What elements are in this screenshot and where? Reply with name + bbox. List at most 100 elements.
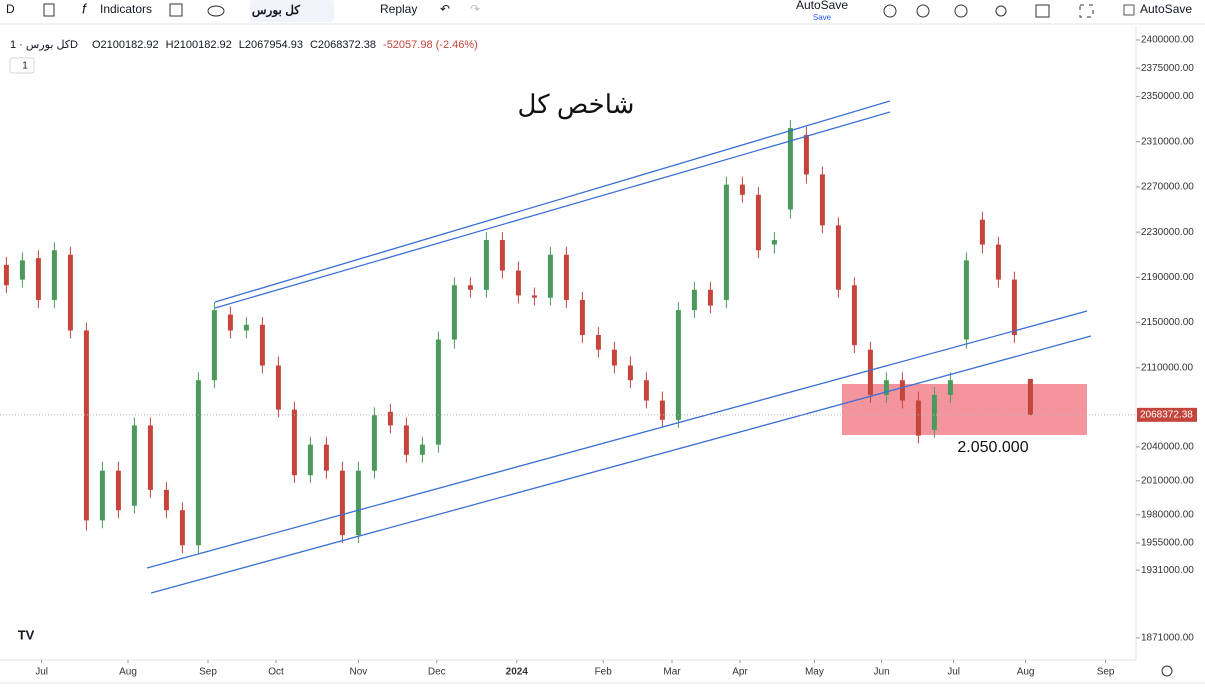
candle-body xyxy=(67,254,73,331)
layout-icon[interactable] xyxy=(169,3,183,17)
ohlc-value: H2100182.92 xyxy=(166,39,232,51)
candle-body xyxy=(659,400,665,420)
candle-body xyxy=(899,380,905,401)
candle-body xyxy=(355,470,361,536)
undo-icon[interactable]: ↶ xyxy=(440,2,450,16)
candle-body xyxy=(323,444,329,471)
candle-body xyxy=(163,489,169,511)
chart-title: شاخص کل xyxy=(518,89,635,120)
autosave-button[interactable]: AutoSave xyxy=(796,0,848,12)
x-tick-label: Jul xyxy=(947,667,960,678)
candle-body xyxy=(963,260,969,340)
interval-button[interactable]: D xyxy=(6,2,15,16)
candle-icon[interactable] xyxy=(43,3,55,17)
y-tick-label: 2230000.00 xyxy=(1141,227,1194,238)
candle-body xyxy=(211,310,217,381)
snapshot-icon[interactable] xyxy=(1035,4,1050,18)
symbol-search[interactable] xyxy=(250,0,334,22)
save-label: Save xyxy=(813,13,832,22)
candle-body xyxy=(227,314,233,331)
candle-body xyxy=(915,400,921,436)
candle-body xyxy=(883,380,889,395)
candle-body xyxy=(691,289,697,311)
candle-body xyxy=(771,240,777,245)
ohlc-value: O2100182.92 xyxy=(92,39,159,51)
candle-body xyxy=(979,219,985,245)
candle-body xyxy=(451,285,457,340)
candle-body xyxy=(835,225,841,290)
candle-body xyxy=(483,240,489,290)
candle-body xyxy=(819,174,825,226)
zone-annotation: 2.050.000 xyxy=(957,439,1028,456)
candle-body xyxy=(275,365,281,410)
x-tick-label: Jul xyxy=(35,667,48,678)
support-zone xyxy=(842,384,1087,435)
candle-body xyxy=(131,425,137,506)
candle-body xyxy=(19,260,25,280)
candle-body xyxy=(563,254,569,300)
axis-settings[interactable] xyxy=(1161,665,1173,677)
fullscreen-icon[interactable] xyxy=(1079,4,1094,18)
fx-icon: f xyxy=(82,1,88,17)
last-price-box xyxy=(1137,407,1197,422)
y-tick-label: 2150000.00 xyxy=(1141,317,1194,328)
interval-box[interactable] xyxy=(9,57,35,74)
candles xyxy=(3,120,1033,554)
tv-logo: TV xyxy=(18,627,35,642)
candle-body xyxy=(707,289,713,306)
candle-body xyxy=(787,128,793,210)
candle-body xyxy=(403,425,409,455)
candle-body xyxy=(531,295,537,298)
candle-body xyxy=(515,270,521,296)
symbol-text: کل بورس xyxy=(252,3,300,18)
candle-body xyxy=(259,324,265,366)
candle-body xyxy=(243,324,249,331)
x-tick-label: May xyxy=(805,667,824,678)
interval-box-text: 1 xyxy=(22,61,28,72)
autosave-checkbox[interactable] xyxy=(1123,4,1135,16)
candle-body xyxy=(931,394,937,430)
alert-icon[interactable] xyxy=(883,4,897,18)
settings-icon[interactable] xyxy=(916,4,930,18)
candle-body xyxy=(115,470,121,511)
candle-body xyxy=(547,254,553,298)
eye-icon[interactable] xyxy=(207,5,225,17)
ohlc-value: C2068372.38 xyxy=(310,39,376,51)
candle-body xyxy=(739,184,745,195)
candle-body xyxy=(339,470,345,536)
candle-body xyxy=(1011,279,1017,335)
candle-body xyxy=(467,285,473,290)
y-tick-label: 2375000.00 xyxy=(1141,63,1194,74)
y-tick-label: 1931000.00 xyxy=(1141,565,1194,576)
y-tick-label: 2400000.00 xyxy=(1141,35,1194,46)
replay-button[interactable]: Replay xyxy=(380,2,417,16)
candle-body xyxy=(1027,378,1033,415)
candle-body xyxy=(595,334,601,350)
change-value: -52057.98 (-2.46%) xyxy=(383,39,478,51)
x-tick-label: Sep xyxy=(199,667,217,678)
candle-body xyxy=(35,258,41,300)
candle-body xyxy=(851,285,857,346)
y-tick-label: 1955000.00 xyxy=(1141,538,1194,549)
ohlc-value: L2067954.93 xyxy=(239,39,303,51)
y-tick-label: 2350000.00 xyxy=(1141,91,1194,102)
x-tick-label: Oct xyxy=(268,667,284,678)
x-tick-label: Apr xyxy=(732,667,748,678)
candle-body xyxy=(499,240,505,271)
candle-body xyxy=(867,349,873,395)
candle-body xyxy=(83,330,89,521)
candle-body xyxy=(371,415,377,471)
share-icon[interactable] xyxy=(995,5,1007,17)
x-tick-label: Feb xyxy=(595,667,613,678)
x-tick-label: Sep xyxy=(1097,667,1115,678)
autosave-toggle[interactable]: AutoSave xyxy=(1140,2,1192,16)
x-tick-label: Dec xyxy=(428,667,446,678)
candle-body xyxy=(387,411,393,426)
indicators-button[interactable]: Indicators xyxy=(100,2,152,16)
candle-body xyxy=(291,409,297,476)
theme-icon[interactable] xyxy=(954,4,968,18)
candle-body xyxy=(995,244,1001,280)
x-tick-label: Nov xyxy=(350,667,368,678)
candle-body xyxy=(195,380,201,546)
